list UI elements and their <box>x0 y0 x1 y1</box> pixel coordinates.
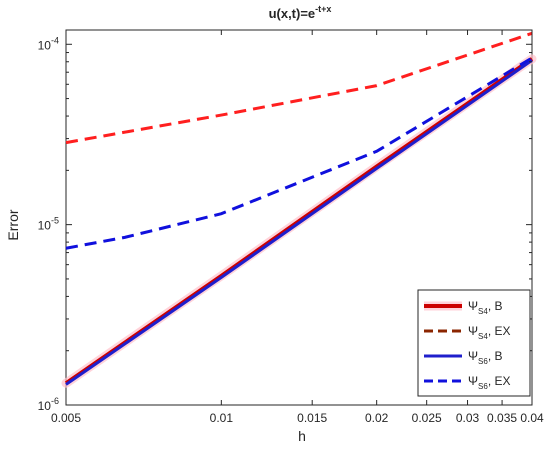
legend: ΨS4, B ΨS4, EX ΨS6, B ΨS6, EX <box>417 289 531 397</box>
x-tick-label: 0.005 <box>51 411 81 425</box>
x-tick-label: 0.03 <box>456 411 480 425</box>
chart-title-main: u(x,t)=e <box>269 6 316 21</box>
x-tick-label: 0.015 <box>297 411 327 425</box>
series-layer <box>61 31 537 388</box>
y-tick-label: 10-6 <box>38 396 59 413</box>
y-axis-label: Error <box>5 209 21 240</box>
x-tick-label: 0.04 <box>520 411 544 425</box>
series-2-line <box>65 31 533 145</box>
y-tick-label: 10-4 <box>38 35 59 52</box>
legend-entry-label: ΨS4, EX <box>468 324 511 341</box>
x-axis-label: h <box>298 428 306 444</box>
series-4-line <box>65 56 533 250</box>
legend-entry-label: ΨS4, B <box>468 299 503 316</box>
y-tick-label: 10-5 <box>38 216 59 233</box>
x-tick-label: 0.02 <box>365 411 389 425</box>
legend-entry-label: ΨS6, B <box>468 349 503 366</box>
chart-title-superscript: -t+x <box>315 4 331 14</box>
x-tick-label: 0.035 <box>487 411 517 425</box>
axis-layer: 0.005 0.01 0.015 0.02 0.025 0.03 0.035 0.04 10-6… <box>38 30 544 425</box>
x-tick-label: 0.025 <box>412 411 442 425</box>
legend-entry-label: ΨS6, EX <box>468 374 511 391</box>
chart-title: u(x,t)=e-t+x <box>269 4 332 21</box>
x-tick-label: 0.01 <box>210 411 234 425</box>
series-3-line <box>65 59 533 386</box>
